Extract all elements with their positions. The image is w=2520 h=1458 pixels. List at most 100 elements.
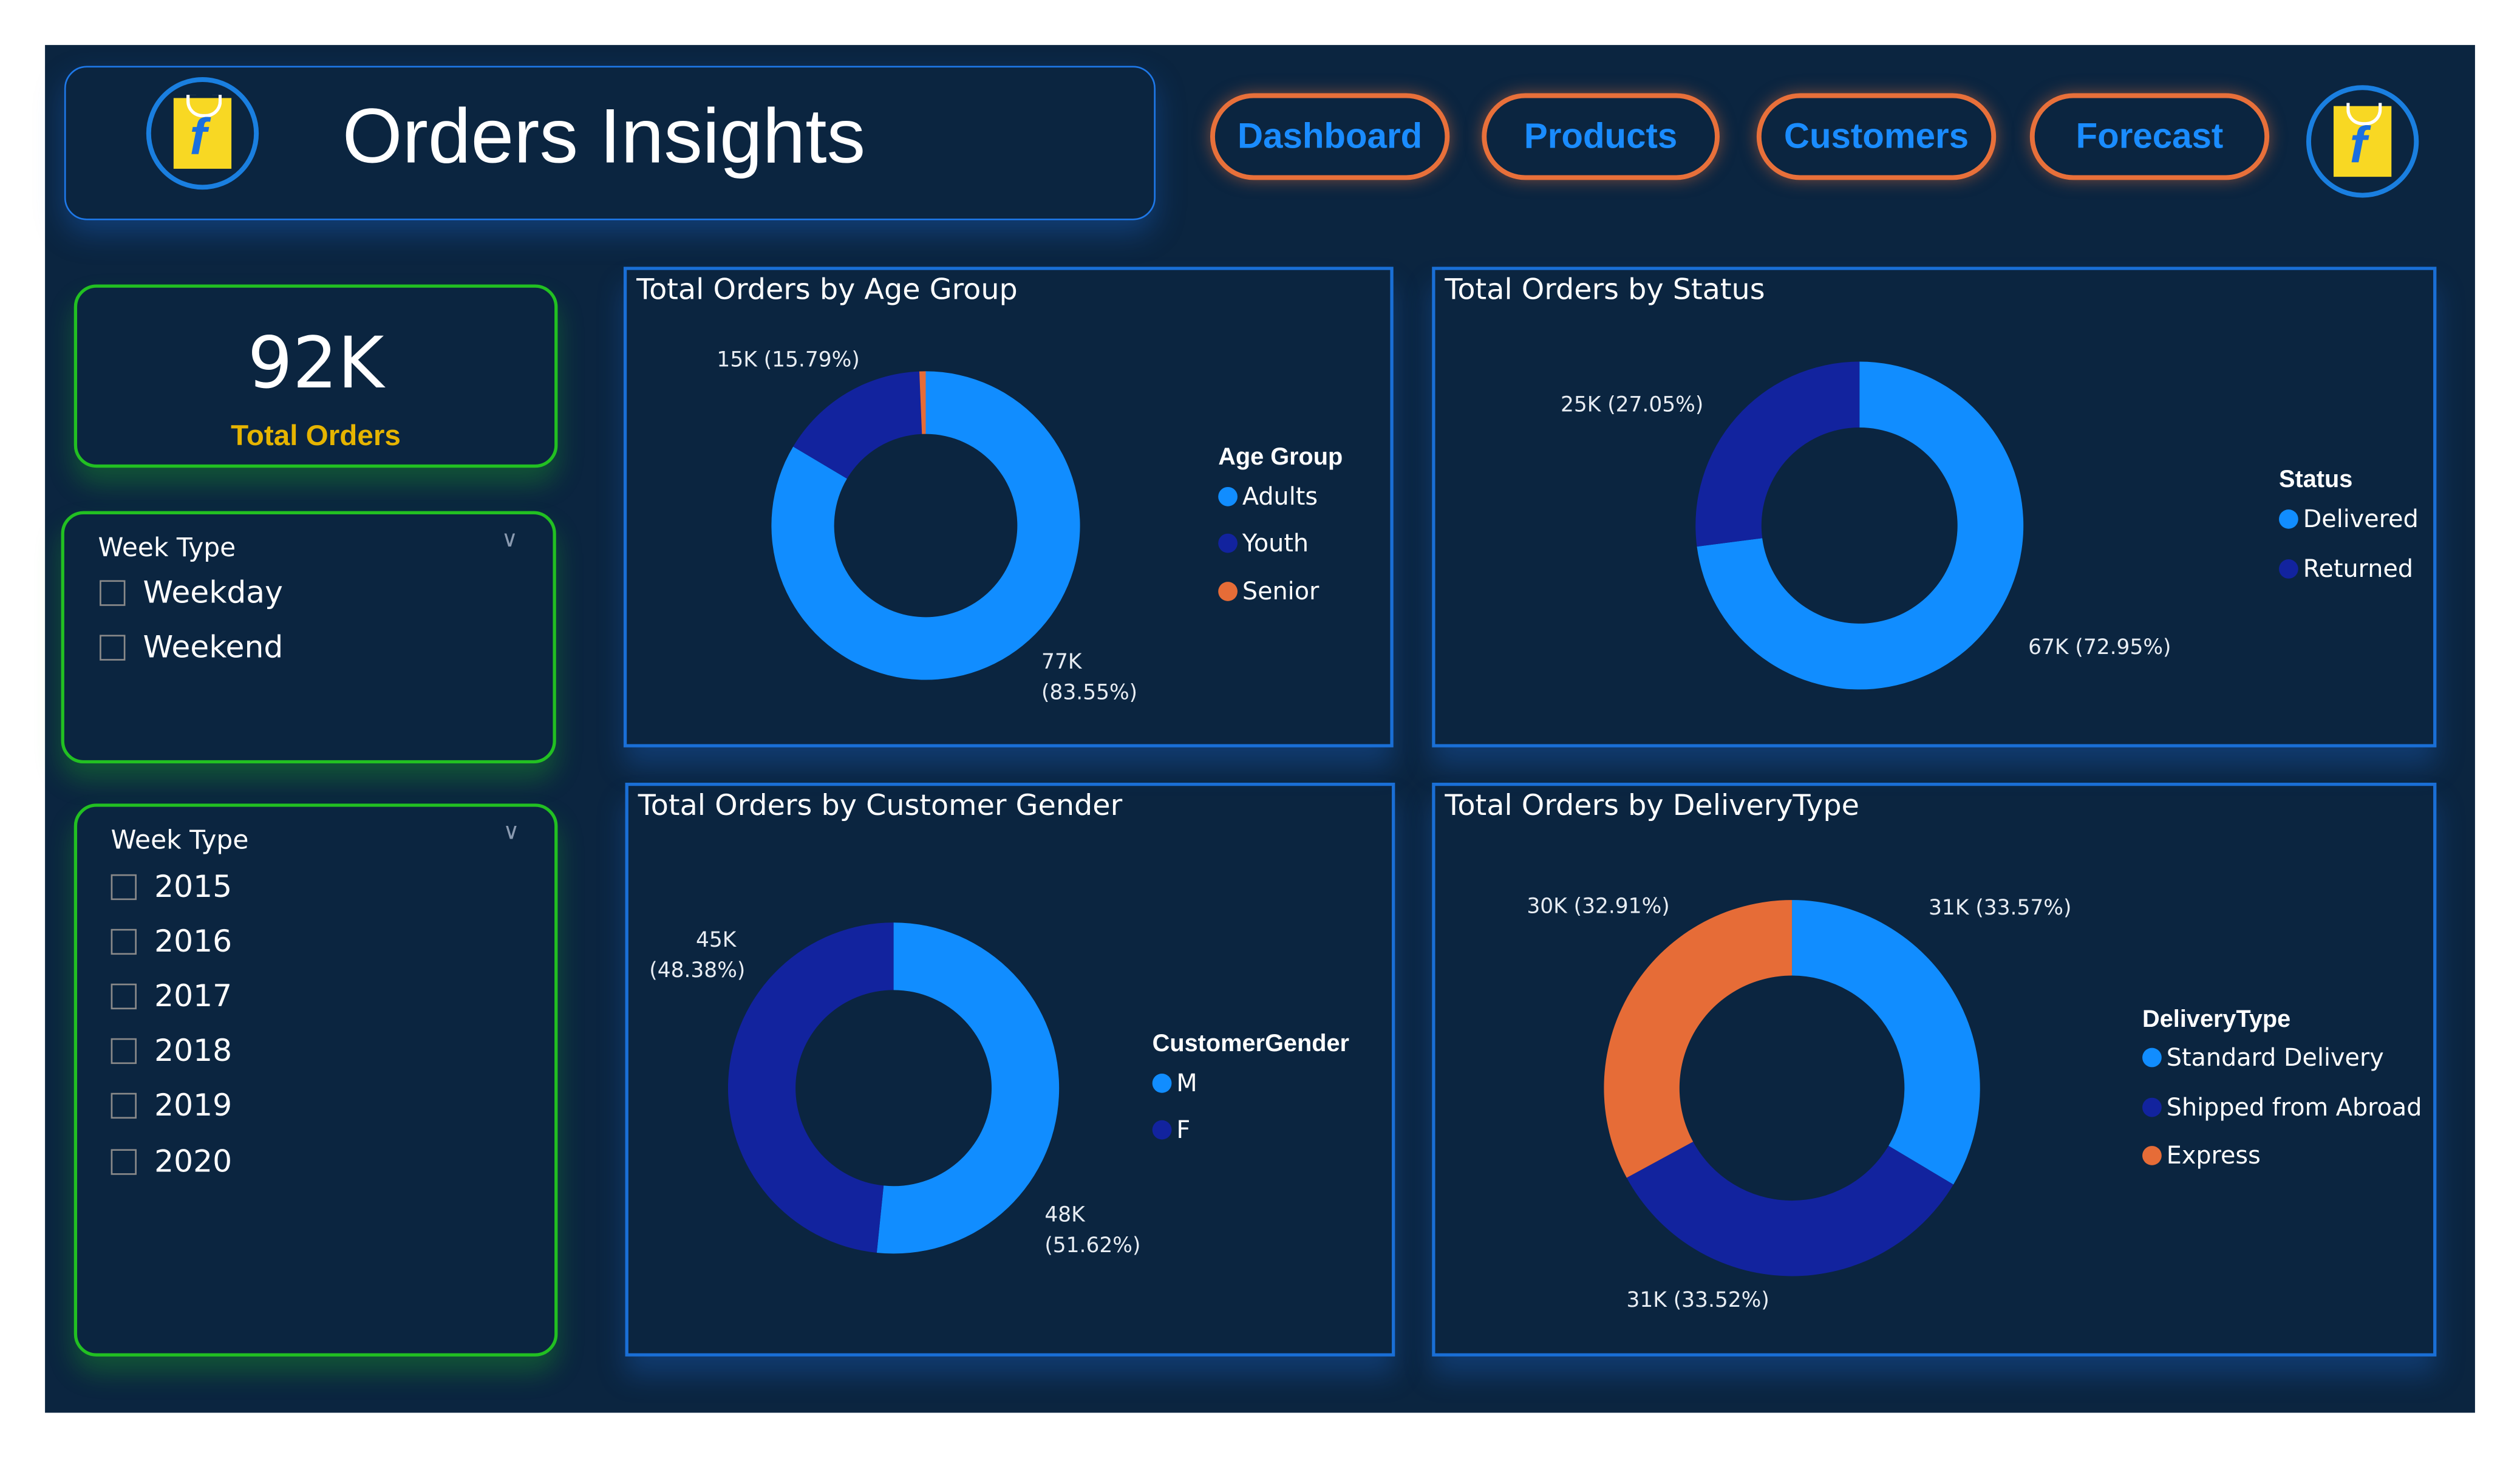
legend-label: Delivered xyxy=(2303,505,2419,534)
legend-title: Age Group xyxy=(1218,443,1343,471)
slicer-title: Week Type xyxy=(111,824,249,856)
data-label-f: 45K xyxy=(696,928,737,953)
legend-item-express[interactable]: Express xyxy=(2142,1141,2261,1170)
data-label-express: 30K (32.91%) xyxy=(1527,895,1670,919)
item-label: 2018 xyxy=(154,1033,233,1069)
slicer-item-2018[interactable]: 2018 xyxy=(111,1034,232,1069)
legend-item-shipped-from-abroad[interactable]: Shipped from Abroad xyxy=(2142,1093,2422,1122)
data-label-standard: 31K (33.57%) xyxy=(1929,896,2072,921)
donut-slice-returned[interactable] xyxy=(1695,361,1860,547)
data-label-f-pct: (48.38%) xyxy=(649,959,746,984)
legend-item-delivered[interactable]: Delivered xyxy=(2279,505,2419,534)
legend-dot xyxy=(2142,1146,2162,1165)
chevron-down-icon[interactable]: ∨ xyxy=(501,527,518,553)
data-label-delivered: 67K (72.95%) xyxy=(2028,636,2171,661)
chart-title: Total Orders by Age Group xyxy=(636,273,1018,307)
checkbox[interactable] xyxy=(111,1092,137,1119)
header-card xyxy=(64,66,1156,220)
chart-title: Total Orders by Customer Gender xyxy=(638,789,1123,823)
item-label: Weekend xyxy=(143,630,284,666)
legend-dot xyxy=(1218,582,1238,601)
donut-slice-express[interactable] xyxy=(1604,900,1793,1178)
data-label-adults-pct: (83.55%) xyxy=(1041,681,1138,706)
checkbox[interactable] xyxy=(100,580,126,606)
donut-slice-f[interactable] xyxy=(727,922,894,1253)
kpi-card-total-orders: 92K Total Orders xyxy=(73,284,558,468)
checkbox[interactable] xyxy=(111,1038,137,1065)
donut-slice-m[interactable] xyxy=(876,922,1060,1254)
data-label-adults: 77K xyxy=(1041,650,1082,675)
slicer-item-2019[interactable]: 2019 xyxy=(111,1088,232,1123)
slicer-item-2015[interactable]: 2015 xyxy=(111,870,232,905)
legend-label: Returned xyxy=(2303,554,2414,584)
legend-dot xyxy=(2142,1048,2162,1068)
kpi-value: 92K xyxy=(247,322,384,405)
checkbox[interactable] xyxy=(111,983,137,1010)
checkbox[interactable] xyxy=(111,1149,137,1175)
chevron-down-icon[interactable]: ∨ xyxy=(503,819,520,846)
nav-products-button[interactable]: Products xyxy=(1482,93,1720,180)
kpi-label: Total Orders xyxy=(231,419,401,452)
data-label-returned: 25K (27.05%) xyxy=(1560,393,1704,418)
slicer-title: Week Type xyxy=(98,532,236,563)
legend-dot xyxy=(1152,1120,1172,1140)
legend-dot xyxy=(1152,1073,1172,1093)
slicer-year: Week Type ∨ 2015 2016 2017 2018 2019 202… xyxy=(73,803,558,1357)
legend-dot xyxy=(2279,509,2298,529)
donut-slice-senior[interactable] xyxy=(919,371,926,434)
donut-slice-youth[interactable] xyxy=(793,371,922,479)
nav-dashboard-button[interactable]: Dashboard xyxy=(1210,93,1450,180)
legend-label: F xyxy=(1176,1115,1191,1145)
flipkart-logo-icon[interactable] xyxy=(2306,85,2419,198)
nav-customers-button[interactable]: Customers xyxy=(1756,93,1997,180)
item-label: 2016 xyxy=(154,924,233,960)
legend-item-senior[interactable]: Senior xyxy=(1218,577,1319,606)
item-label: 2015 xyxy=(154,869,233,905)
legend-item-adults[interactable]: Adults xyxy=(1218,482,1318,511)
nav-forecast-button[interactable]: Forecast xyxy=(2029,93,2270,180)
slicer-item-2020[interactable]: 2020 xyxy=(111,1144,233,1180)
slicer-item-2016[interactable]: 2016 xyxy=(111,924,232,959)
item-label: Weekday xyxy=(143,575,283,611)
item-label: 2020 xyxy=(154,1144,233,1180)
flipkart-logo-icon xyxy=(146,77,259,190)
data-label-m-pct: (51.62%) xyxy=(1044,1234,1141,1259)
legend-item-standard-delivery[interactable]: Standard Delivery xyxy=(2142,1043,2384,1072)
legend-title: CustomerGender xyxy=(1152,1030,1349,1058)
checkbox[interactable] xyxy=(111,874,137,901)
legend-label: Express xyxy=(2166,1141,2261,1170)
legend-dot xyxy=(2142,1097,2162,1117)
report-canvas xyxy=(45,45,2475,1413)
legend-label: M xyxy=(1176,1069,1197,1098)
donut-slice-shipped-from-abroad[interactable] xyxy=(1626,1142,1953,1276)
chart-age-group: Total Orders by Age Group xyxy=(623,267,1394,748)
legend-title: DeliveryType xyxy=(2142,1006,2291,1034)
legend-label: Senior xyxy=(1242,577,1320,606)
legend-item-f[interactable]: F xyxy=(1152,1115,1191,1145)
slicer-item-2017[interactable]: 2017 xyxy=(111,979,232,1014)
data-label-youth: 15K (15.79%) xyxy=(717,349,860,373)
donut-slice-adults[interactable] xyxy=(771,371,1080,680)
donut-slice-standard-delivery[interactable] xyxy=(1792,900,1980,1185)
checkbox[interactable] xyxy=(111,928,137,955)
donut-slice-delivered[interactable] xyxy=(1697,361,2024,690)
slicer-item-weekend[interactable]: Weekend xyxy=(100,630,283,666)
legend-dot xyxy=(1218,533,1238,553)
legend-item-m[interactable]: M xyxy=(1152,1069,1197,1098)
legend-dot xyxy=(1218,486,1238,506)
legend-title: Status xyxy=(2279,466,2353,494)
legend-item-youth[interactable]: Youth xyxy=(1218,528,1309,558)
chart-status: Total Orders by Status xyxy=(1432,267,2437,748)
chart-title: Total Orders by DeliveryType xyxy=(1445,789,1859,823)
data-label-m: 48K xyxy=(1044,1204,1085,1228)
chart-delivery-type: Total Orders by DeliveryType xyxy=(1432,782,2437,1357)
slicer-item-weekday[interactable]: Weekday xyxy=(100,576,283,611)
item-label: 2017 xyxy=(154,978,233,1015)
legend-item-returned[interactable]: Returned xyxy=(2279,554,2413,584)
legend-label: Youth xyxy=(1242,528,1309,558)
page-title: Orders Insights xyxy=(342,95,866,180)
checkbox[interactable] xyxy=(100,635,126,661)
legend-dot xyxy=(2279,559,2298,579)
legend-label: Standard Delivery xyxy=(2166,1043,2384,1072)
